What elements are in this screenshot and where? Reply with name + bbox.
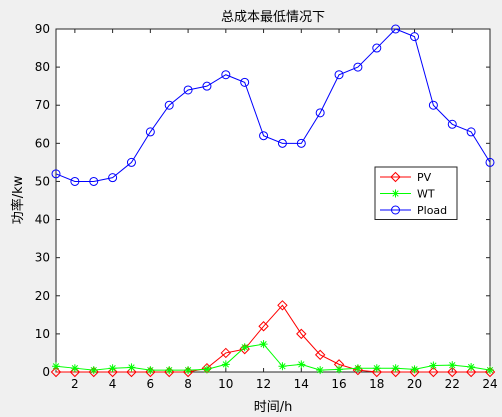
legend: PV WT Pload (374, 166, 458, 220)
data-point-pload (108, 173, 118, 183)
x-axis-label: 时间/h (254, 400, 293, 415)
data-point-wt (353, 364, 362, 373)
data-point-pload (89, 176, 99, 186)
y-tick-label: 70 (35, 98, 50, 112)
data-point-pv (465, 366, 477, 378)
data-point-wt (297, 360, 306, 369)
data-point-wt (410, 365, 419, 374)
data-point-pv (314, 349, 326, 361)
x-tick-label: 4 (109, 377, 117, 391)
data-point-pv (277, 300, 288, 311)
y-tick-label: 60 (35, 136, 50, 150)
x-tick-label: 6 (147, 377, 155, 391)
data-point-pload (126, 157, 136, 167)
data-point-wt (221, 360, 230, 369)
x-tick-label: 20 (407, 377, 422, 391)
data-point-pv (296, 328, 307, 340)
legend-marker-wt (391, 189, 400, 198)
data-point-pload (277, 138, 287, 148)
data-point-wt (335, 365, 344, 374)
data-point-wt (316, 366, 325, 375)
series-line-pv (56, 304, 490, 373)
data-point-pload (485, 157, 495, 167)
data-point-wt (486, 366, 494, 375)
data-point-wt (184, 366, 193, 375)
data-point-pload (202, 81, 212, 91)
data-point-pload (145, 127, 155, 137)
data-point-wt (391, 364, 400, 373)
data-point-wt (165, 366, 174, 375)
data-point-pv (220, 347, 232, 359)
data-point-wt (429, 361, 438, 370)
series-layer (50, 24, 496, 378)
y-axis-label: 功率/kw (10, 175, 26, 224)
series-wt (52, 340, 494, 375)
data-point-wt (467, 363, 476, 372)
legend-label-pload: Pload (417, 204, 447, 217)
data-point-wt (448, 361, 457, 370)
data-point-pload (372, 43, 382, 53)
data-point-pload (183, 85, 193, 95)
x-tick-label: 16 (331, 377, 346, 391)
y-tick-label: 30 (35, 251, 50, 265)
data-point-pload (70, 176, 80, 186)
data-point-wt (89, 366, 98, 375)
data-point-wt (278, 362, 287, 371)
data-point-pload (315, 108, 325, 118)
y-tick-label: 80 (35, 60, 50, 74)
data-point-pload (221, 70, 231, 80)
x-tick-label: 2 (71, 377, 79, 391)
legend-label-wt: WT (417, 188, 435, 201)
data-point-pv (447, 366, 458, 378)
data-point-wt (52, 362, 60, 371)
data-point-pload (164, 100, 174, 110)
x-tick-label: 22 (445, 377, 460, 391)
data-point-wt (240, 343, 249, 352)
y-tick-label: 90 (35, 22, 50, 36)
data-point-pload (259, 131, 269, 141)
data-point-wt (372, 364, 381, 373)
chart-title: 总成本最低情况下 (221, 10, 325, 25)
y-tick-label: 10 (35, 327, 50, 341)
legend-marker-pload (391, 205, 400, 215)
data-point-pv (50, 366, 62, 378)
x-tick-label: 10 (218, 377, 233, 391)
x-tick-label: 14 (294, 377, 309, 391)
data-point-wt (70, 364, 79, 373)
x-tick-label: 12 (256, 377, 271, 391)
data-point-wt (259, 340, 268, 349)
data-point-pload (428, 100, 438, 110)
y-tick-label: 50 (35, 174, 50, 188)
data-point-pload (391, 24, 401, 34)
data-point-pv (428, 366, 439, 378)
data-point-pv (409, 366, 420, 378)
data-point-pv (258, 321, 269, 332)
x-tick-label: 18 (369, 377, 384, 391)
series-pload (51, 24, 495, 186)
data-point-wt (146, 366, 155, 375)
legend-label-pv: PV (417, 171, 432, 184)
data-point-pv (126, 366, 137, 378)
y-tick-label: 20 (35, 289, 50, 303)
x-tick-label: 8 (184, 377, 192, 391)
data-point-pload (353, 62, 363, 72)
legend-marker-pv (390, 171, 401, 183)
data-point-wt (108, 364, 117, 373)
data-point-pload (296, 138, 306, 148)
y-tick-label: 40 (35, 213, 50, 227)
data-point-pload (466, 127, 476, 137)
data-point-pload (240, 77, 250, 87)
data-point-pload (447, 119, 457, 129)
data-point-pload (51, 169, 61, 179)
data-point-pload (410, 32, 420, 42)
data-point-wt (202, 365, 211, 374)
y-tick-label: 0 (42, 365, 50, 379)
data-point-pload (334, 70, 344, 80)
data-point-wt (127, 363, 136, 372)
x-tick-label: 24 (482, 377, 497, 391)
